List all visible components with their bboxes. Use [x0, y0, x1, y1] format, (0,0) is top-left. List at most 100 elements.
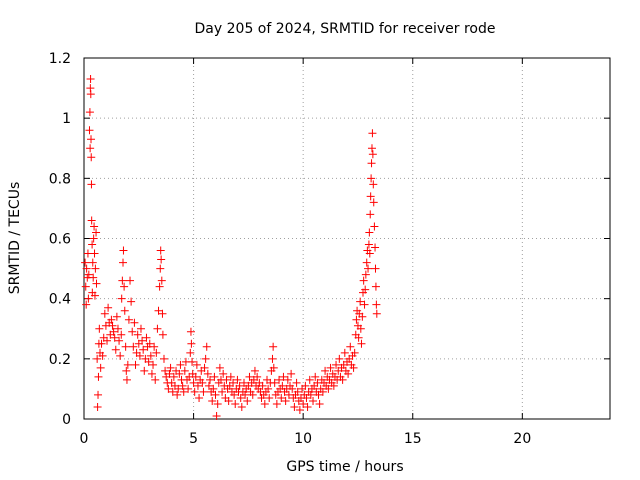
data-point: [295, 405, 304, 414]
data-point: [358, 312, 367, 321]
data-point: [349, 363, 358, 372]
data-point: [212, 411, 221, 420]
data-point: [209, 384, 218, 393]
data-point: [128, 327, 137, 336]
data-point: [152, 348, 161, 357]
data-point: [281, 396, 290, 405]
data-point: [222, 375, 231, 384]
data-point: [364, 264, 373, 273]
data-points: [81, 75, 381, 420]
data-point: [158, 309, 167, 318]
data-point: [215, 363, 224, 372]
data-point: [145, 339, 154, 348]
data-point: [85, 108, 94, 117]
data-point: [94, 390, 103, 399]
data-point: [161, 366, 170, 375]
data-point: [211, 390, 220, 399]
data-point: [311, 372, 320, 381]
data-point: [140, 366, 149, 375]
data-point: [189, 378, 198, 387]
data-point: [270, 378, 279, 387]
data-point: [86, 144, 95, 153]
data-point: [165, 369, 174, 378]
x-axis-label: GPS time / hours: [286, 459, 403, 475]
data-point: [370, 222, 379, 231]
data-point: [299, 399, 308, 408]
data-point: [131, 360, 140, 369]
data-point: [203, 369, 212, 378]
data-point: [156, 264, 165, 273]
data-point: [360, 300, 369, 309]
y-tick-label: 0.2: [49, 352, 71, 368]
y-tick-label: 1: [62, 111, 71, 127]
chart-title: Day 205 of 2024, SRMTID for receiver rod…: [195, 21, 496, 37]
data-point: [305, 375, 314, 384]
data-point: [117, 330, 126, 339]
data-point: [82, 300, 91, 309]
data-point: [241, 390, 250, 399]
data-point: [81, 258, 90, 267]
data-point: [340, 348, 349, 357]
data-point: [357, 339, 366, 348]
data-point: [139, 345, 148, 354]
data-point: [92, 279, 101, 288]
data-point: [335, 354, 344, 363]
data-point: [124, 315, 133, 324]
data-point: [366, 192, 375, 201]
data-point: [149, 360, 158, 369]
data-point: [326, 363, 335, 372]
data-point: [175, 369, 184, 378]
data-point: [367, 174, 376, 183]
data-point: [94, 372, 103, 381]
data-point: [352, 315, 361, 324]
data-point: [157, 255, 166, 264]
data-point: [168, 387, 177, 396]
data-point: [129, 342, 138, 351]
data-point: [359, 276, 368, 285]
data-point: [88, 240, 97, 249]
data-point: [235, 381, 244, 390]
data-point: [127, 297, 136, 306]
gridlines: [84, 58, 610, 419]
data-point: [272, 399, 281, 408]
data-point: [243, 396, 252, 405]
data-point: [111, 345, 120, 354]
data-point: [264, 384, 273, 393]
data-point: [90, 222, 99, 231]
data-point: [82, 264, 91, 273]
data-point: [269, 342, 278, 351]
data-point: [166, 363, 175, 372]
data-point: [87, 135, 96, 144]
data-point: [122, 375, 131, 384]
data-point: [250, 366, 259, 375]
data-point: [364, 240, 373, 249]
data-point: [103, 336, 112, 345]
data-point: [371, 264, 380, 273]
y-axis-label: SRMTID / TECUs: [7, 182, 23, 295]
data-point: [193, 381, 202, 390]
data-point: [86, 90, 95, 99]
data-point: [293, 387, 302, 396]
data-point: [186, 348, 195, 357]
data-point: [119, 258, 128, 267]
data-point: [93, 354, 102, 363]
data-point: [150, 342, 159, 351]
data-point: [135, 351, 144, 360]
data-point: [122, 366, 131, 375]
data-point: [109, 327, 118, 336]
x-tick-label: 5: [189, 431, 198, 447]
data-point: [178, 381, 187, 390]
data-point: [309, 396, 318, 405]
data-point: [344, 369, 353, 378]
data-point: [367, 144, 376, 153]
data-point: [81, 282, 90, 291]
data-point: [169, 372, 178, 381]
data-point: [356, 324, 365, 333]
data-point: [302, 393, 311, 402]
data-point: [229, 378, 238, 387]
data-point: [151, 375, 160, 384]
data-point: [354, 333, 363, 342]
data-point: [92, 228, 101, 237]
data-point: [97, 339, 106, 348]
data-point: [368, 129, 377, 138]
